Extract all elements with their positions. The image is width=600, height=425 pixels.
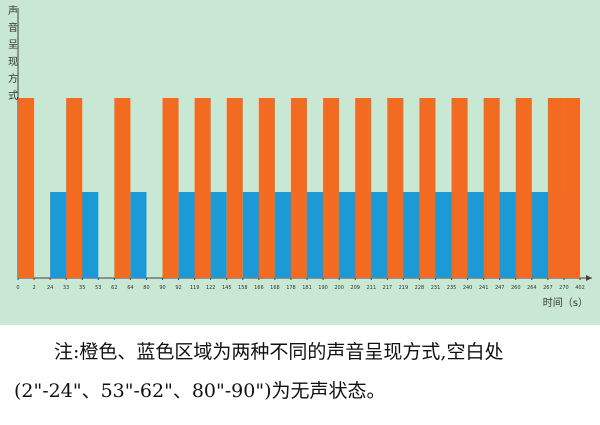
segment xyxy=(563,98,580,278)
segment xyxy=(258,98,275,278)
x-tick-label: 240 xyxy=(463,285,473,291)
segment xyxy=(515,98,532,278)
segment xyxy=(387,98,404,278)
x-tick-label: 80 xyxy=(143,285,149,291)
segment xyxy=(114,98,131,278)
x-tick-label: 264 xyxy=(527,285,537,291)
x-tick-label: 24 xyxy=(47,285,53,291)
segment xyxy=(483,98,500,278)
segment xyxy=(355,98,372,278)
x-tick-label: 260 xyxy=(511,285,521,291)
x-tick-label: 178 xyxy=(286,285,296,291)
segment xyxy=(66,98,83,278)
x-tick-label: 0 xyxy=(16,285,19,291)
x-tick-label: 62 xyxy=(111,285,117,291)
x-tick-label: 119 xyxy=(190,285,200,291)
segment xyxy=(162,98,179,278)
segment xyxy=(226,98,243,278)
x-tick-label: 181 xyxy=(302,285,312,291)
segment xyxy=(18,98,35,278)
x-tick-label: 209 xyxy=(350,285,360,291)
segment xyxy=(130,192,147,278)
x-tick-label: 35 xyxy=(79,285,85,291)
x-tick-label: 168 xyxy=(270,285,280,291)
x-tick-label: 190 xyxy=(318,285,328,291)
x-tick-label: 166 xyxy=(254,285,264,291)
x-tick-label: 200 xyxy=(334,285,344,291)
x-tick-label: 158 xyxy=(238,285,248,291)
x-tick-label: 122 xyxy=(206,285,216,291)
segment xyxy=(547,98,564,278)
chart: 声音呈现方式 时间（s） 0 2 24 33 35 53 62 64 80 90 92 119 122 1… xyxy=(0,0,600,325)
segment xyxy=(194,98,211,278)
x-tick-label: 270 xyxy=(559,285,569,291)
x-tick-label: 235 xyxy=(447,285,457,291)
x-tick-label: 402 xyxy=(575,285,585,291)
x-axis-label: 时间（s） xyxy=(543,296,588,309)
segment xyxy=(451,98,468,278)
x-tick-label: 247 xyxy=(495,285,505,291)
segment xyxy=(290,98,308,278)
x-tick-label: 2 xyxy=(32,285,35,291)
x-tick-label: 267 xyxy=(543,285,553,291)
x-tick-label: 92 xyxy=(175,285,181,291)
y-axis-label: 声音呈现方式 xyxy=(8,4,18,102)
x-tick-label: 64 xyxy=(127,285,133,291)
caption: 注:橙色、蓝色区域为两种不同的声音呈现方式,空白处(2"-24"、53"-62"… xyxy=(14,341,504,402)
x-axis-arrow xyxy=(586,275,592,281)
x-tick-label: 33 xyxy=(63,285,69,291)
x-tick-label: 211 xyxy=(366,285,376,291)
x-tick-label: 90 xyxy=(159,285,165,291)
x-tick-label: 219 xyxy=(399,285,409,291)
x-tick-label: 145 xyxy=(222,285,232,291)
x-tick-label: 241 xyxy=(479,285,489,291)
segment xyxy=(419,98,436,278)
segment xyxy=(323,98,340,278)
x-tick-label: 228 xyxy=(415,285,425,291)
x-tick-label: 231 xyxy=(431,285,441,291)
x-tick-label: 53 xyxy=(95,285,101,291)
x-tick-label: 217 xyxy=(383,285,393,291)
